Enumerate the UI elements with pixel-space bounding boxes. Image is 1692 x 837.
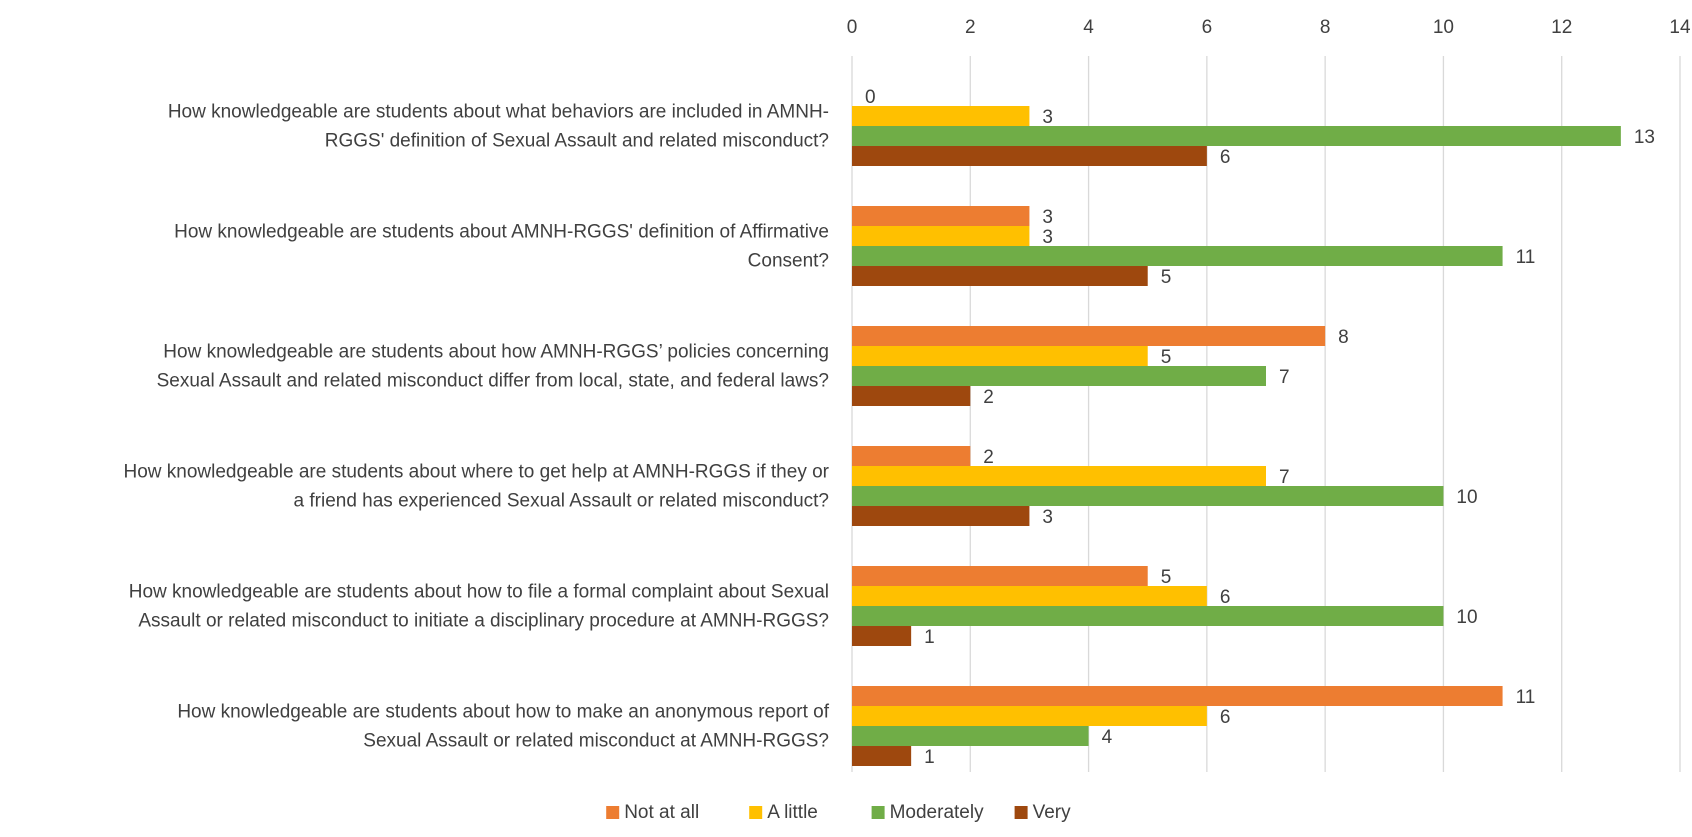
- bar: [852, 366, 1266, 386]
- data-label: 3: [1042, 227, 1053, 248]
- data-label: 2: [983, 447, 994, 468]
- bar: [852, 486, 1444, 506]
- x-tick-label: 4: [1083, 17, 1094, 38]
- bar: [852, 266, 1148, 286]
- bar: [852, 706, 1207, 726]
- legend-swatch: [606, 806, 620, 819]
- bar: [852, 346, 1148, 366]
- legend-swatch: [749, 806, 763, 819]
- category-label-line: Consent?: [748, 251, 829, 272]
- x-tick-label: 12: [1551, 17, 1572, 38]
- category-label-line: Assault or related misconduct to initiat…: [138, 611, 829, 632]
- legend-label: A little: [767, 802, 818, 823]
- data-label: 5: [1161, 567, 1172, 588]
- category-labels: How knowledgeable are students about wha…: [124, 102, 830, 752]
- category-label-line: How knowledgeable are students about wha…: [168, 102, 829, 123]
- data-label: 7: [1279, 467, 1290, 488]
- bar: [852, 206, 1030, 226]
- data-label: 10: [1456, 607, 1477, 628]
- legend-swatch: [871, 806, 885, 819]
- category-label: How knowledgeable are students about AMN…: [174, 222, 829, 272]
- bar: [852, 606, 1444, 626]
- category-label-line: How knowledgeable are students about how…: [163, 342, 829, 363]
- bar: [852, 566, 1148, 586]
- legend-label: Very: [1033, 802, 1072, 823]
- bar: [852, 126, 1621, 146]
- bar: [852, 386, 971, 406]
- data-label: 1: [924, 747, 935, 768]
- category-label-line: Sexual Assault and related misconduct di…: [157, 371, 829, 392]
- category-label: How knowledgeable are students about how…: [157, 342, 829, 392]
- category-label-line: How knowledgeable are students about whe…: [124, 462, 830, 483]
- bar: [852, 626, 912, 646]
- data-label: 3: [1042, 207, 1053, 228]
- data-label: 6: [1220, 707, 1231, 728]
- bar: [852, 326, 1326, 346]
- data-label: 0: [865, 87, 876, 108]
- data-label: 8: [1338, 327, 1349, 348]
- x-axis-ticks: 0 2 4 6 8 10 12 14: [847, 17, 1691, 38]
- data-label: 10: [1456, 487, 1477, 508]
- data-label: 4: [1102, 727, 1113, 748]
- legend-label: Not at all: [624, 802, 699, 823]
- data-label: 6: [1220, 147, 1231, 168]
- category-label-line: a friend has experienced Sexual Assault …: [294, 491, 829, 512]
- bar: [852, 446, 971, 466]
- data-label: 2: [983, 387, 994, 408]
- bar: [852, 506, 1030, 526]
- data-label: 6: [1220, 587, 1231, 608]
- bar: [852, 746, 912, 766]
- bar: [852, 466, 1266, 486]
- bar: [852, 246, 1503, 266]
- category-label: How knowledgeable are students about wha…: [168, 102, 829, 152]
- data-label: 7: [1279, 367, 1290, 388]
- x-tick-label: 8: [1320, 17, 1331, 38]
- x-tick-label: 14: [1669, 17, 1691, 38]
- bar: [852, 146, 1207, 166]
- data-label: 11: [1516, 687, 1536, 708]
- x-tick-label: 2: [965, 17, 976, 38]
- data-label: 3: [1042, 107, 1053, 128]
- x-tick-label: 0: [847, 17, 858, 38]
- data-label: 11: [1516, 247, 1536, 268]
- data-label: 3: [1042, 507, 1053, 528]
- category-label-line: RGGS' definition of Sexual Assault and r…: [325, 131, 829, 152]
- legend-swatch: [1014, 806, 1028, 819]
- category-label: How knowledgeable are students about how…: [177, 702, 829, 752]
- category-label-line: How knowledgeable are students about how…: [129, 582, 829, 603]
- data-label: 5: [1161, 267, 1172, 288]
- legend: Not at all A little Moderately Very: [606, 802, 1071, 823]
- bar: [852, 106, 1030, 126]
- x-tick-label: 10: [1433, 17, 1454, 38]
- data-label: 5: [1161, 347, 1172, 368]
- category-label-line: Sexual Assault or related misconduct at …: [363, 731, 829, 752]
- data-label: 1: [924, 627, 935, 648]
- gridlines: [851, 56, 1681, 772]
- bar: [852, 226, 1030, 246]
- bar: [852, 686, 1503, 706]
- legend-label: Moderately: [890, 802, 984, 823]
- category-label: How knowledgeable are students about how…: [129, 582, 829, 632]
- bars: [852, 106, 1621, 766]
- x-tick-label: 6: [1202, 17, 1213, 38]
- category-label: How knowledgeable are students about whe…: [124, 462, 830, 512]
- bar: [852, 586, 1207, 606]
- bar: [852, 726, 1089, 746]
- category-label-line: How knowledgeable are students about AMN…: [174, 222, 829, 243]
- data-label: 13: [1634, 127, 1655, 148]
- category-label-line: How knowledgeable are students about how…: [177, 702, 829, 723]
